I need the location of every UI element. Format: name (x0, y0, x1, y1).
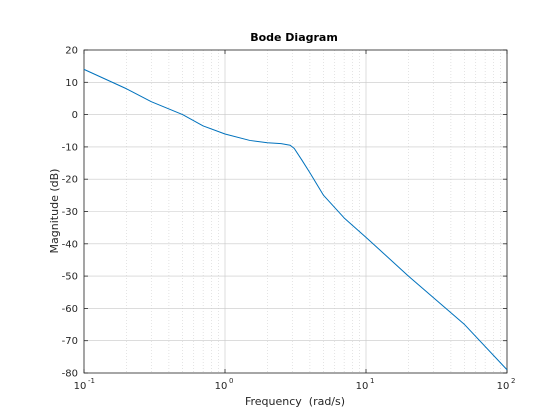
y-axis-ticks: 20 10 0 -10 -20 -30 -40 -50 -60 -70 -80 (62, 46, 507, 380)
y-tick-label: -60 (62, 304, 78, 315)
x-axis-ticks: 10 -1 10 0 10 1 10 2 (74, 50, 516, 392)
x-axis-label: Frequency (rad/s) (245, 395, 345, 408)
y-axis-label: Magnitude (dB) (48, 169, 61, 254)
y-tick-label: -80 (62, 369, 78, 380)
x-tick-base: 10 (356, 381, 369, 392)
chart-title: Bode Diagram (250, 31, 338, 44)
series-group (83, 68, 508, 371)
y-tick-label: -50 (62, 272, 78, 283)
x-tick-label: 10 2 (497, 377, 516, 392)
x-tick-base: 10 (74, 381, 87, 392)
x-tick-label: 10 -1 (74, 377, 95, 392)
y-tick-label: -20 (62, 175, 78, 186)
y-tick-label: 10 (65, 78, 78, 89)
y-tick-label: 20 (65, 46, 78, 57)
y-tick-label: 0 (72, 110, 78, 121)
x-tick-label: 10 1 (356, 377, 375, 392)
x-tick-label: 10 0 (215, 377, 234, 392)
x-tick-base: 10 (497, 381, 510, 392)
x-tick-exponent: 1 (370, 377, 374, 385)
y-tick-label: -10 (62, 142, 78, 153)
x-tick-exponent: 0 (229, 377, 233, 385)
y-tick-label: -30 (62, 207, 78, 218)
y-tick-label: -70 (62, 336, 78, 347)
x-tick-exponent: -1 (88, 377, 95, 385)
grid (83, 49, 508, 374)
magnitude-line (83, 68, 508, 371)
x-tick-exponent: 2 (511, 377, 515, 385)
x-tick-base: 10 (215, 381, 228, 392)
y-tick-label: -40 (62, 239, 78, 250)
